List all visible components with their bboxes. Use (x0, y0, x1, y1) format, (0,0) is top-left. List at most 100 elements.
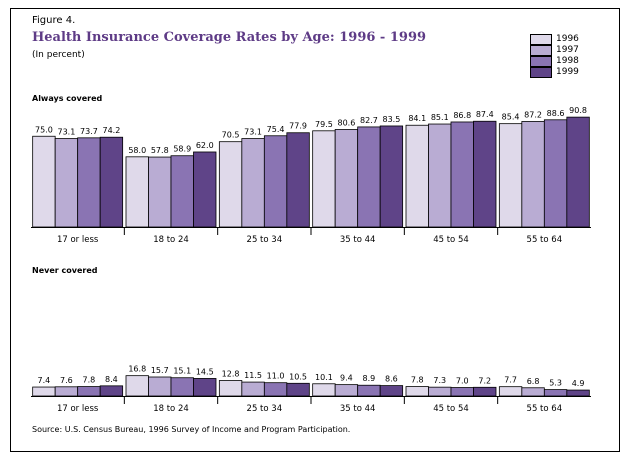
data-label: 7.8 (411, 376, 424, 385)
category-label: 45 to 54 (433, 404, 469, 414)
category-label: 55 to 64 (527, 404, 563, 414)
bar (334, 129, 359, 228)
bar (99, 385, 124, 397)
category-label: 25 to 34 (247, 404, 283, 414)
data-label: 5.3 (549, 379, 562, 388)
category-label: 18 to 24 (153, 404, 189, 414)
legend-item: 1999 (530, 67, 600, 78)
bar (428, 386, 452, 397)
data-label: 79.5 (315, 120, 333, 129)
data-label: 7.0 (456, 377, 469, 386)
data-label: 14.5 (196, 367, 214, 376)
data-label: 73.1 (244, 128, 262, 137)
legend-label: 1996 (556, 34, 579, 44)
legend-item: 1996 (530, 34, 600, 45)
data-label: 11.0 (267, 372, 285, 381)
bar (543, 389, 568, 397)
data-label: 86.8 (453, 111, 471, 120)
data-label: 83.5 (383, 115, 401, 124)
data-label: 12.8 (222, 370, 240, 379)
data-label: 87.4 (476, 110, 494, 119)
data-label: 4.9 (572, 379, 585, 388)
bar (521, 121, 545, 228)
data-label: 62.0 (196, 141, 214, 150)
bar (32, 386, 56, 397)
data-label: 7.8 (83, 376, 96, 385)
data-label: 10.1 (315, 373, 333, 382)
figure-frame (10, 8, 620, 452)
legend-label: 1998 (556, 56, 579, 66)
bar (312, 130, 336, 228)
data-label: 77.9 (289, 122, 307, 131)
bar (54, 386, 79, 397)
legend-swatch (530, 56, 552, 67)
bar (77, 137, 101, 228)
figure-subtitle: (In percent) (32, 50, 85, 60)
bar (566, 116, 590, 228)
panel-title-always-covered: Always covered (32, 94, 103, 103)
panel-title-never-covered: Never covered (32, 266, 98, 275)
bar (241, 381, 265, 397)
bar (32, 135, 56, 228)
bar (263, 382, 288, 397)
bar (125, 156, 149, 228)
data-label: 7.2 (478, 376, 491, 385)
bar (566, 389, 590, 397)
data-label: 73.1 (58, 128, 76, 137)
bar (543, 119, 568, 228)
data-label: 70.5 (222, 131, 240, 140)
bar (357, 384, 381, 397)
data-label: 10.5 (289, 372, 307, 381)
bar (450, 387, 474, 397)
data-label: 16.8 (128, 365, 146, 374)
bar (498, 386, 523, 397)
data-label: 73.7 (80, 127, 98, 136)
category-label: 35 to 44 (340, 404, 376, 414)
data-label: 75.4 (267, 125, 285, 134)
bar (148, 156, 172, 228)
legend-label: 1997 (556, 45, 579, 55)
data-label: 6.8 (527, 377, 540, 386)
bar (218, 380, 243, 397)
data-label: 58.0 (128, 146, 146, 155)
bar (473, 386, 497, 397)
data-label: 8.9 (363, 374, 376, 383)
bar (218, 141, 243, 228)
data-label: 90.8 (569, 106, 587, 115)
data-label: 7.6 (60, 376, 73, 385)
data-label: 85.1 (431, 113, 449, 122)
data-label: 80.6 (338, 118, 356, 127)
data-label: 8.6 (385, 375, 398, 384)
bar (312, 383, 336, 397)
category-label: 55 to 64 (527, 235, 563, 245)
category-label: 25 to 34 (247, 235, 283, 245)
bar (125, 375, 149, 397)
figure-label: Figure 4. (32, 15, 76, 26)
bar (379, 385, 404, 397)
bar (405, 386, 429, 397)
data-label: 74.2 (103, 126, 121, 135)
data-label: 75.0 (35, 125, 53, 134)
legend-swatch (530, 45, 552, 56)
legend-label: 1999 (556, 67, 579, 77)
bar (54, 138, 79, 228)
data-label: 8.4 (105, 375, 118, 384)
category-label: 18 to 24 (153, 235, 189, 245)
category-label: 17 or less (57, 235, 99, 245)
category-label: 17 or less (57, 404, 99, 414)
bar (77, 386, 101, 397)
category-label: 35 to 44 (340, 235, 376, 245)
bar (99, 136, 124, 228)
data-label: 88.6 (547, 109, 565, 118)
bar (379, 125, 404, 228)
bar (521, 387, 545, 397)
data-label: 82.7 (360, 116, 378, 125)
data-label: 87.2 (524, 110, 542, 119)
data-label: 7.4 (38, 376, 51, 385)
data-label: 15.1 (173, 367, 191, 376)
data-label: 58.9 (173, 145, 191, 154)
bar (428, 123, 452, 228)
source-note: Source: U.S. Census Bureau, 1996 Survey … (32, 425, 351, 434)
data-label: 15.7 (151, 366, 169, 375)
